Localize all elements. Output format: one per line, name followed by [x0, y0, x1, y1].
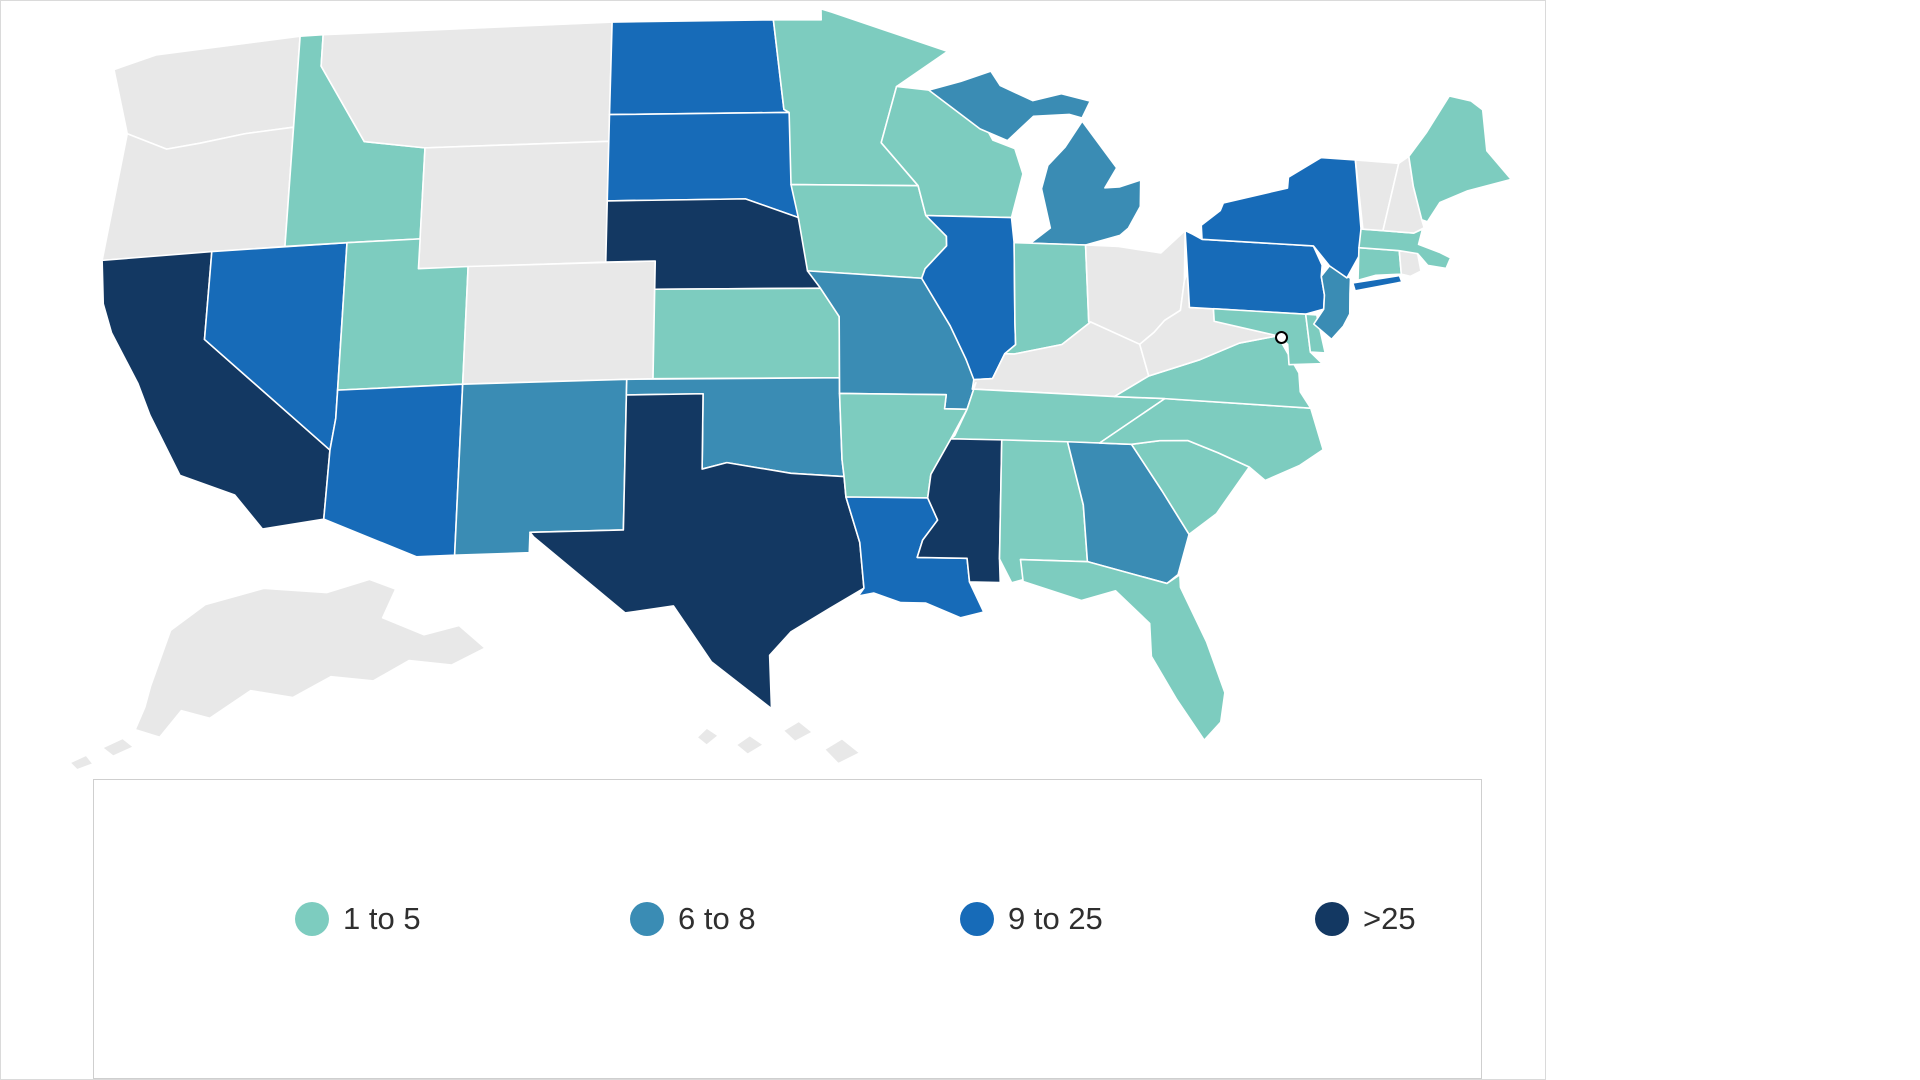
- state-hi[interactable]: Hawaii: [697, 721, 860, 764]
- legend-item-6to8: 6 to 8: [630, 902, 756, 936]
- chart-frame: WashingtonOregonCaliforniaNevadaIdahoMon…: [0, 0, 1546, 1080]
- legend-item-1to5: 1 to 5: [295, 902, 421, 936]
- state-ny[interactable]: New York: [1201, 158, 1402, 291]
- legend-label-6to8: 6 to 8: [678, 901, 756, 936]
- state-nc[interactable]: North Carolina: [1100, 399, 1324, 481]
- state-pa[interactable]: Pennsylvania: [1185, 231, 1324, 315]
- legend-label-1to5: 1 to 5: [343, 901, 421, 936]
- legend: 1 to 5 6 to 8 9 to 25 >25: [93, 779, 1482, 1079]
- legend-item-9to25: 9 to 25: [960, 902, 1103, 936]
- state-de[interactable]: Delaware: [1306, 314, 1326, 353]
- state-mi[interactable]: Michigan: [929, 71, 1141, 245]
- state-or[interactable]: Oregon: [102, 127, 293, 260]
- state-co[interactable]: Colorado: [463, 261, 656, 384]
- us-choropleth-map: WashingtonOregonCaliforniaNevadaIdahoMon…: [56, 1, 1556, 773]
- state-ks[interactable]: Kansas: [653, 288, 840, 379]
- state-nm[interactable]: New Mexico: [455, 379, 627, 555]
- state-ak[interactable]: Alaska: [70, 579, 485, 769]
- state-fl[interactable]: Florida: [1021, 560, 1225, 741]
- state-mt[interactable]: Montana: [321, 22, 612, 148]
- legend-swatch-6to8-icon: [630, 902, 664, 936]
- legend-item-gt25: >25: [1315, 902, 1416, 936]
- legend-label-9to25: 9 to 25: [1008, 901, 1103, 936]
- state-wy[interactable]: Wyoming: [418, 141, 609, 268]
- state-me[interactable]: Maine: [1409, 96, 1511, 222]
- state-nd[interactable]: North Dakota: [610, 20, 790, 115]
- legend-swatch-9to25-icon: [960, 902, 994, 936]
- dc-marker: [1275, 331, 1289, 345]
- legend-swatch-1to5-icon: [295, 902, 329, 936]
- legend-swatch-gt25-icon: [1315, 902, 1349, 936]
- state-tx[interactable]: Texas: [530, 394, 864, 709]
- state-az[interactable]: Arizona: [324, 384, 463, 557]
- state-ct[interactable]: Connecticut: [1358, 248, 1401, 281]
- legend-label-gt25: >25: [1363, 901, 1416, 936]
